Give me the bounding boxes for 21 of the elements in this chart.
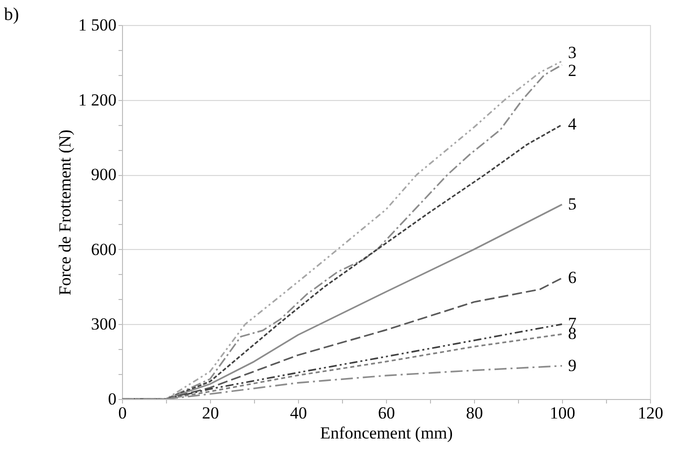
y-axis-title: Force de Frottement (N) — [55, 130, 74, 296]
x-tick-label: 80 — [466, 404, 483, 422]
y-tick-label: 600 — [91, 240, 116, 259]
y-tick-label: 300 — [91, 314, 116, 334]
series-label: 4 — [568, 114, 577, 134]
x-axis-title: Enfoncement (mm) — [320, 424, 453, 442]
chart-title: b) — [4, 4, 19, 24]
series-label: 2 — [568, 60, 576, 80]
y-tick-label: 0 — [108, 390, 116, 408]
y-tick-label: 1 500 — [78, 16, 116, 34]
x-tick-label: 20 — [202, 404, 219, 422]
x-tick-label: 40 — [290, 404, 307, 422]
series-label: 6 — [568, 268, 576, 288]
x-tick-label: 60 — [378, 404, 395, 422]
x-tick-label: 100 — [550, 404, 576, 422]
y-tick-label: 900 — [91, 165, 116, 184]
series-label: 3 — [568, 43, 576, 62]
y-tick-label: 1 200 — [78, 90, 116, 110]
series-label: 9 — [568, 356, 576, 375]
series-label: 5 — [568, 194, 576, 214]
x-tick-label: 120 — [638, 404, 664, 422]
